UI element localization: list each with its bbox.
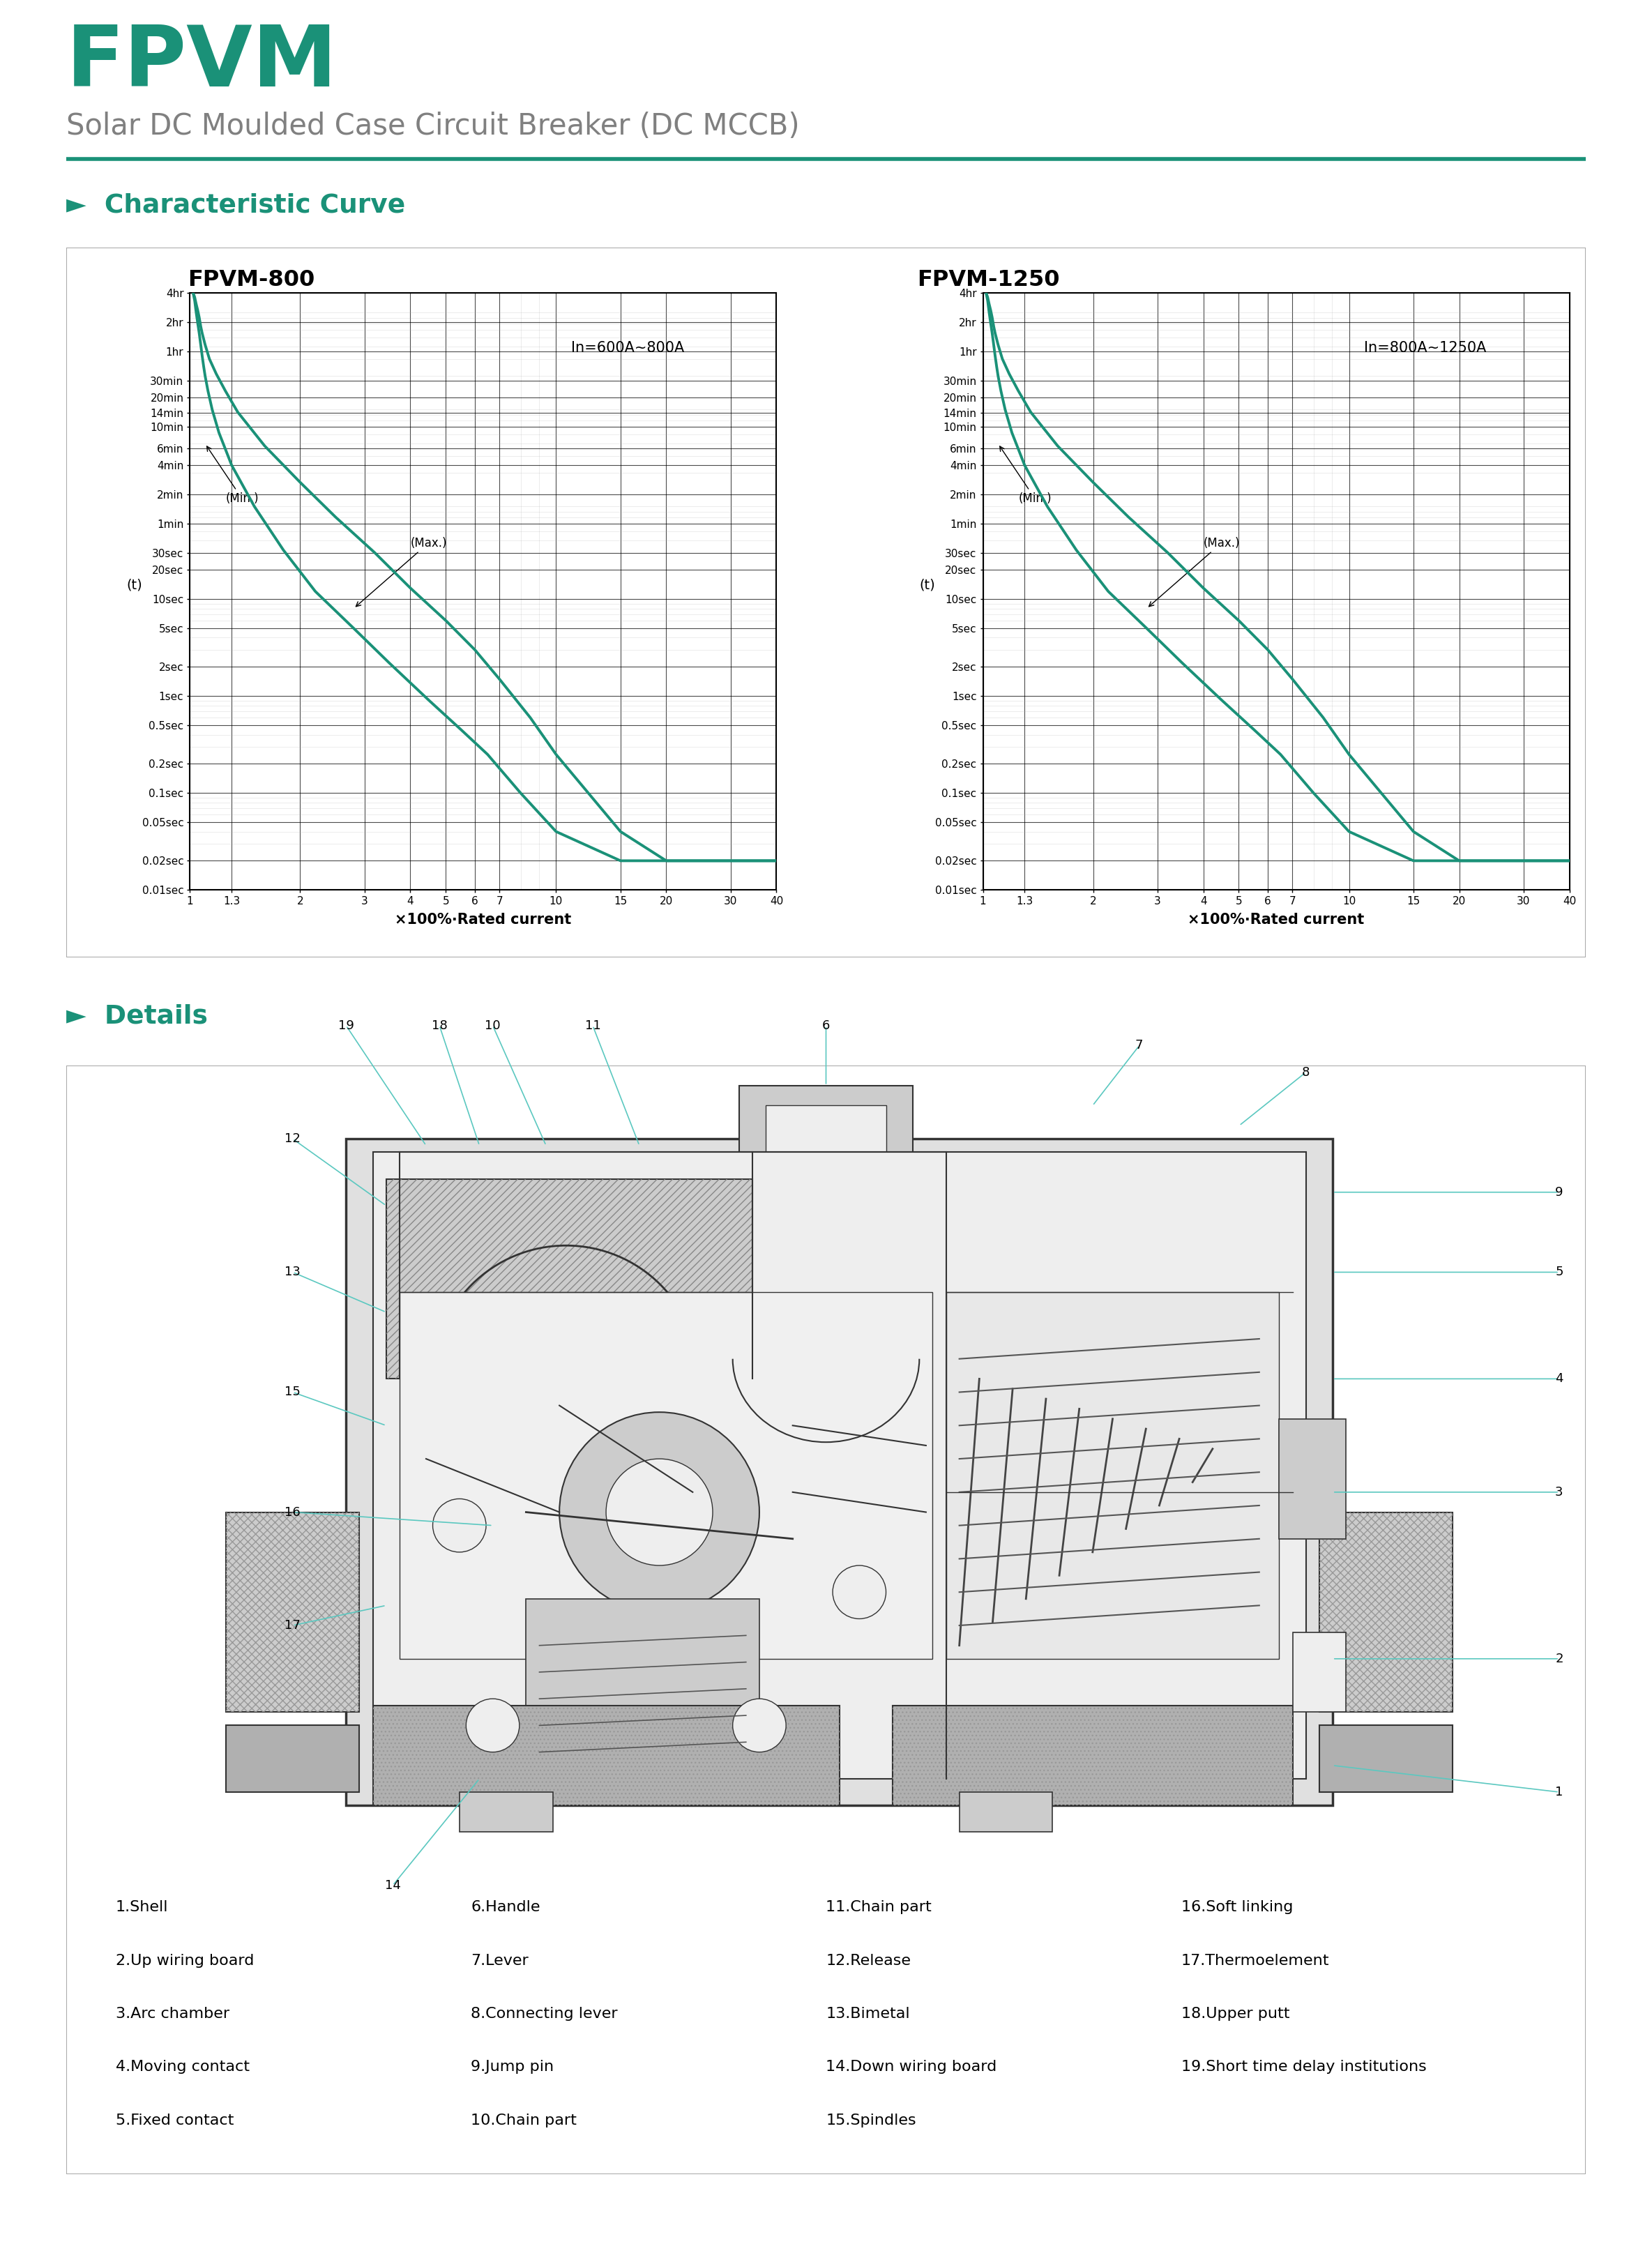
X-axis label: ×100%·Rated current: ×100%·Rated current (395, 912, 572, 926)
Bar (1279, 1419, 1346, 1539)
Text: 3: 3 (1555, 1487, 1563, 1498)
Bar (345, 1138, 1333, 1805)
Text: (Max.): (Max.) (1148, 536, 1241, 606)
Text: FPVM-800: FPVM-800 (188, 268, 316, 291)
Text: 8: 8 (1302, 1066, 1310, 1079)
Text: 19: 19 (339, 1018, 354, 1032)
Text: (Max.): (Max.) (355, 536, 448, 606)
Text: 3.Arc chamber: 3.Arc chamber (116, 2007, 230, 2021)
Bar (525, 1600, 760, 1766)
Text: FPVM-1250: FPVM-1250 (917, 268, 1061, 291)
Text: 17.Thermoelement: 17.Thermoelement (1181, 1953, 1330, 1967)
Bar (1292, 1631, 1346, 1712)
Bar (387, 1178, 753, 1379)
Text: 5.Fixed contact: 5.Fixed contact (116, 2113, 233, 2127)
X-axis label: ×100%·Rated current: ×100%·Rated current (1188, 912, 1365, 926)
Text: 18: 18 (431, 1018, 448, 1032)
Text: 6: 6 (823, 1018, 829, 1032)
Bar (373, 1706, 839, 1805)
Bar (947, 1293, 1279, 1658)
Text: 1.Shell: 1.Shell (116, 1899, 169, 1915)
Text: 10.Chain part: 10.Chain part (471, 2113, 577, 2127)
Text: ►  Details: ► Details (66, 1003, 208, 1030)
Circle shape (433, 1498, 486, 1552)
Text: 2: 2 (1555, 1651, 1563, 1665)
Text: (Min.): (Min.) (206, 446, 259, 505)
Text: 15: 15 (284, 1386, 301, 1399)
Text: FPVM: FPVM (66, 23, 337, 104)
Text: 1: 1 (1555, 1787, 1563, 1798)
Text: 16.Soft linking: 16.Soft linking (1181, 1899, 1294, 1915)
Text: 9.Jump pin: 9.Jump pin (471, 2059, 553, 2075)
Circle shape (560, 1413, 760, 1613)
Text: 14.Down wiring board: 14.Down wiring board (826, 2059, 998, 2075)
Text: 19.Short time delay institutions: 19.Short time delay institutions (1181, 2059, 1426, 2075)
Bar (767, 1106, 885, 1172)
Bar (373, 1151, 1307, 1780)
Bar (387, 1178, 753, 1379)
Text: 4: 4 (1555, 1372, 1563, 1386)
Text: 14: 14 (385, 1879, 401, 1893)
Bar (960, 1791, 1052, 1832)
Text: 7.Lever: 7.Lever (471, 1953, 529, 1967)
Bar (400, 1293, 933, 1658)
Y-axis label: (t): (t) (126, 579, 142, 593)
Text: 15.Spindles: 15.Spindles (826, 2113, 917, 2127)
Text: 2.Up wiring board: 2.Up wiring board (116, 1953, 254, 1967)
Text: ►  Characteristic Curve: ► Characteristic Curve (66, 192, 405, 219)
Text: 11: 11 (585, 1018, 601, 1032)
Bar (892, 1706, 1292, 1805)
Text: 4.Moving contact: 4.Moving contact (116, 2059, 249, 2075)
Text: (Min.): (Min.) (999, 446, 1052, 505)
Bar (740, 1086, 912, 1192)
Text: 16: 16 (284, 1505, 301, 1519)
Text: 18.Upper putt: 18.Upper putt (1181, 2007, 1290, 2021)
Bar (373, 1706, 839, 1805)
Circle shape (606, 1460, 712, 1566)
Text: 12: 12 (284, 1133, 301, 1145)
Text: 6.Handle: 6.Handle (471, 1899, 540, 1915)
Text: In=800A~1250A: In=800A~1250A (1365, 340, 1487, 354)
Text: Solar DC Moulded Case Circuit Breaker (DC MCCB): Solar DC Moulded Case Circuit Breaker (D… (66, 113, 800, 142)
Bar (892, 1706, 1292, 1805)
Y-axis label: (t): (t) (919, 579, 935, 593)
Text: 13.Bimetal: 13.Bimetal (826, 2007, 910, 2021)
Text: 11.Chain part: 11.Chain part (826, 1899, 932, 1915)
Text: 17: 17 (284, 1620, 301, 1631)
Circle shape (466, 1699, 519, 1753)
Bar (226, 1726, 360, 1791)
Text: 8.Connecting lever: 8.Connecting lever (471, 2007, 618, 2021)
Bar (226, 1512, 360, 1712)
Text: In=600A~800A: In=600A~800A (572, 340, 684, 354)
Text: 9: 9 (1555, 1185, 1563, 1199)
Text: 7: 7 (1135, 1039, 1143, 1052)
Bar (1320, 1512, 1452, 1712)
Text: 5: 5 (1555, 1266, 1563, 1277)
Text: 13: 13 (284, 1266, 301, 1277)
Bar (1320, 1512, 1452, 1712)
Bar (226, 1512, 360, 1712)
Circle shape (833, 1566, 885, 1618)
Circle shape (733, 1699, 786, 1753)
Bar (1320, 1726, 1452, 1791)
Text: 10: 10 (484, 1018, 501, 1032)
Bar (459, 1791, 553, 1832)
Text: 12.Release: 12.Release (826, 1953, 910, 1967)
